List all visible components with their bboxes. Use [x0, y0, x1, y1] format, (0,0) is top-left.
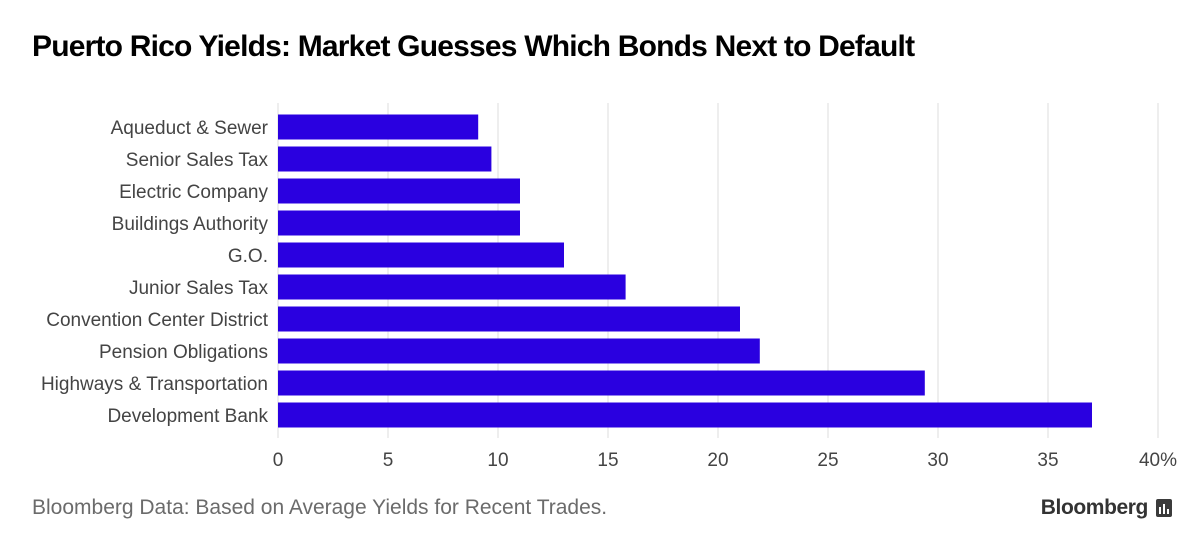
category-label: Convention Center District	[46, 310, 268, 331]
category-label: Senior Sales Tax	[126, 150, 269, 171]
bar	[278, 146, 492, 172]
bars	[278, 114, 1092, 428]
bar	[278, 402, 1092, 428]
x-tick-label: 40%	[1139, 450, 1177, 471]
category-label: Electric Company	[119, 182, 268, 203]
x-tick-label: 0	[273, 450, 284, 471]
x-tick-label: 15	[597, 450, 618, 471]
x-tick-label: 20	[707, 450, 728, 471]
x-tick-label: 25	[817, 450, 838, 471]
bar	[278, 370, 925, 396]
x-tick-label: 5	[383, 450, 394, 471]
category-label: G.O.	[228, 246, 268, 267]
bar	[278, 338, 760, 364]
category-label: Development Bank	[107, 406, 268, 427]
category-label: Highways & Transportation	[41, 374, 268, 395]
category-label: Junior Sales Tax	[129, 278, 269, 299]
bar	[278, 306, 740, 332]
bar	[278, 114, 479, 140]
x-tick-label: 10	[487, 450, 508, 471]
category-label: Aqueduct & Sewer	[111, 118, 269, 139]
category-label: Buildings Authority	[112, 214, 269, 235]
bar	[278, 242, 564, 268]
x-tick-label: 30	[927, 450, 948, 471]
bar	[278, 210, 520, 236]
bar	[278, 274, 626, 300]
x-tick-label: 35	[1037, 450, 1058, 471]
bar	[278, 178, 520, 204]
brand-name: Bloomberg	[1040, 496, 1149, 519]
brand-logo: Bloomberg	[1041, 496, 1172, 520]
source-note: Bloomberg Data: Based on Average Yields …	[32, 496, 608, 519]
x-axis-tick-labels: 0 5 10 15 20 25 30 35 40%	[273, 450, 1177, 471]
category-labels: Aqueduct & Sewer Senior Sales Tax Electric…	[41, 118, 269, 427]
bloomberg-bars-icon	[1156, 499, 1172, 517]
chart-title: Puerto Rico Yields: Market Guesses Which…	[32, 30, 915, 63]
category-label: Pension Obligations	[99, 342, 268, 363]
